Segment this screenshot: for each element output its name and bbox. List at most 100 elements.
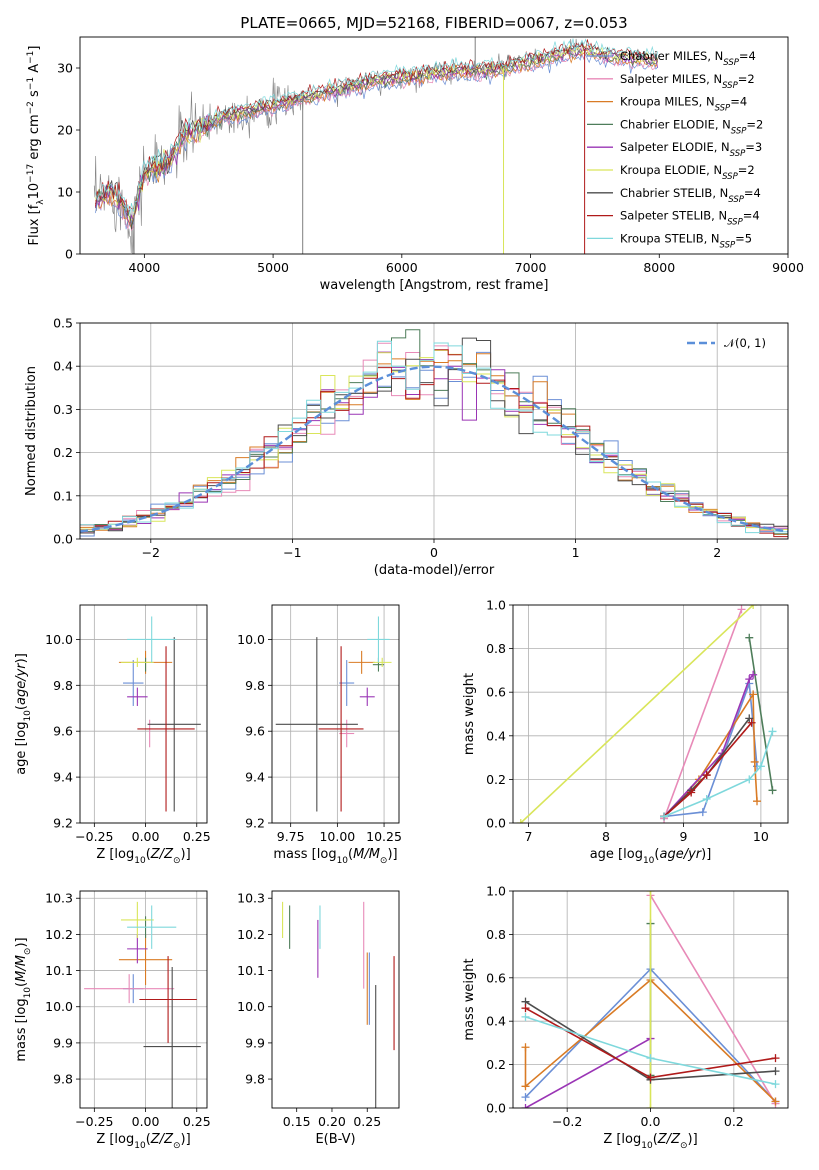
x-tick-label: 2 <box>713 545 721 560</box>
series-line <box>663 674 754 818</box>
y-tick-label: 0.6 <box>486 970 506 985</box>
legend-label: Kroupa ELODIE, NSSP=2 <box>620 163 755 182</box>
y-axis-label: mass weight <box>462 673 477 755</box>
series-line <box>649 894 777 1105</box>
series-marker <box>745 675 754 684</box>
x-tick-label: 8000 <box>643 260 675 275</box>
series-marker <box>521 1043 530 1052</box>
series-marker <box>687 788 696 797</box>
y-tick-label: 0.4 <box>53 359 73 374</box>
x-tick-label: 0.20 <box>318 1114 346 1129</box>
model-spectrum-line <box>95 52 658 230</box>
y-tick-label: 0.4 <box>486 728 506 743</box>
y-tick-label: 0.8 <box>486 927 506 942</box>
axes-frame <box>79 890 208 1109</box>
y-tick-label: 9.6 <box>245 724 265 739</box>
plot-area <box>93 37 659 254</box>
series-marker <box>745 633 754 642</box>
series-marker <box>768 786 777 795</box>
y-tick-label: 0.0 <box>486 1101 506 1116</box>
series-marker <box>516 819 525 823</box>
x-tick-label: 0.2 <box>724 1114 744 1129</box>
errorbar-point <box>348 650 375 674</box>
series-marker <box>521 1004 530 1013</box>
series-marker <box>698 808 707 817</box>
histogram-step <box>80 340 788 534</box>
x-axis-label: E(B-V) <box>315 1132 355 1147</box>
histogram-step <box>80 337 788 534</box>
legend-label: Kroupa STELIB, NSSP=5 <box>620 231 752 250</box>
legend-nssp: =2 <box>746 117 763 131</box>
y-tick-label: 10.2 <box>45 927 73 942</box>
y-tick-label: 0.5 <box>53 316 73 331</box>
series-marker <box>521 1082 530 1091</box>
y-tick-label: 0 <box>65 247 73 262</box>
plot-area <box>80 329 788 538</box>
errorbar-point <box>139 956 197 1043</box>
errorbar-point <box>147 637 201 812</box>
x-tick-label: −0.2 <box>552 1114 582 1129</box>
errorbar-point <box>123 660 144 706</box>
chart-age-vs-mass: 9.75 10.00 10.25 9.2 9.4 9.6 9.8 10.0 mass [log1… <box>237 604 402 866</box>
x-tick-label: 0.25 <box>183 1114 211 1129</box>
x-tick-label: 9 <box>679 829 687 844</box>
legend-series-name: Kroupa STELIB <box>620 231 704 245</box>
chart-layer: 4000 5000 6000 7000 8000 90000102030PLATE=066… <box>14 14 804 1151</box>
series-marker <box>660 812 669 821</box>
legend-nssp: =4 <box>744 186 761 200</box>
y-axis-label: Flux [fλ10−17 erg cm−2 s−1 A−1] <box>26 46 46 246</box>
x-axis-label: (data-model)/error <box>374 563 495 578</box>
legend-series-name: Kroupa ELODIE <box>620 163 706 177</box>
y-tick-label: 0.0 <box>53 532 73 547</box>
errorbar-point <box>143 966 201 1108</box>
y-tick-label: 10.0 <box>237 632 265 647</box>
x-tick-label: 7 <box>525 829 533 844</box>
series-marker <box>646 891 655 895</box>
errorbar-point <box>127 616 177 663</box>
errorbar-point <box>120 657 154 667</box>
y-tick-label: 10.3 <box>237 891 265 906</box>
series-marker <box>749 670 758 679</box>
plot-area <box>516 605 777 823</box>
chart-mass-vs-ebv: 0.15 0.20 0.25 9.8 9.9 10.0 10.1 10.2 10.3 E(B-V) <box>237 890 400 1147</box>
legend-label: Salpeter ELODIE, NSSP=3 <box>620 140 762 159</box>
series-line <box>663 691 758 818</box>
y-axis-label: mass weight <box>462 958 477 1040</box>
x-tick-label: −1 <box>283 545 301 560</box>
legend-nssp: =4 <box>730 95 747 109</box>
errorbar-point <box>118 934 173 986</box>
series-line <box>663 722 753 818</box>
y-tick-label: 0.6 <box>486 685 506 700</box>
legend-label: Salpeter MILES, NSSP=2 <box>620 72 755 91</box>
legend-series-name: Chabrier MILES <box>620 49 707 63</box>
x-axis-label: wavelength [Angstrom, rest frame] <box>320 278 549 293</box>
series-marker <box>771 1054 780 1063</box>
x-tick-label: −0.25 <box>75 829 113 844</box>
y-tick-label: 10 <box>57 185 73 200</box>
series-marker <box>745 714 754 723</box>
y-tick-label: 9.2 <box>53 816 73 831</box>
y-tick-label: 9.2 <box>245 816 265 831</box>
x-tick-label: 0.00 <box>132 829 160 844</box>
series-marker <box>745 775 754 784</box>
x-tick-label: 10.00 <box>319 829 355 844</box>
x-tick-label: 4000 <box>128 260 160 275</box>
errorbar-point <box>127 687 148 706</box>
y-axis-label: Normed distribution <box>24 366 39 496</box>
legend-label: Kroupa MILES, NSSP=4 <box>620 95 747 114</box>
series-marker <box>521 1093 530 1102</box>
series-line <box>524 978 777 1103</box>
plot-area <box>118 616 201 812</box>
legend-label: 𝒩(0, 1) <box>724 336 766 350</box>
errorbar-point <box>127 905 177 949</box>
x-tick-label: 8 <box>602 829 610 844</box>
chart-mass-vs-z: −0.25 0.00 0.25 9.8 9.9 10.0 10.1 10.2 10.3 Z [lo… <box>14 890 211 1151</box>
y-tick-label: 30 <box>57 61 73 76</box>
series-marker <box>771 1080 780 1089</box>
y-tick-label: 10.0 <box>237 999 265 1014</box>
normal-curve <box>80 365 788 533</box>
series-marker <box>737 605 746 614</box>
x-axis-label: Z [log10(Z/Z⊙)] <box>96 847 190 866</box>
errorbar-point <box>359 687 375 706</box>
y-axis-label: mass [log10(M/M⊙)] <box>14 937 33 1061</box>
